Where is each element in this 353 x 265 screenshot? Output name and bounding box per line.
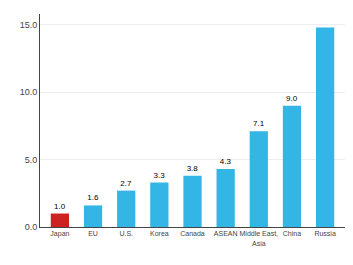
svg-text:7.1: 7.1 (253, 119, 265, 128)
svg-text:2.7: 2.7 (120, 179, 132, 188)
svg-text:0.0: 0.0 (25, 222, 38, 232)
svg-text:Canada: Canada (180, 230, 205, 237)
svg-text:Russia: Russia (314, 230, 336, 237)
svg-text:EU: EU (88, 230, 98, 237)
svg-text:5.0: 5.0 (25, 155, 38, 165)
svg-text:Korea: Korea (150, 230, 169, 237)
svg-text:Middle East,Asia: Middle East,Asia (240, 230, 279, 246)
svg-text:9.0: 9.0 (286, 94, 298, 103)
svg-text:1.0: 1.0 (54, 202, 66, 211)
svg-text:Japan: Japan (50, 230, 69, 238)
svg-text:3.8: 3.8 (187, 164, 199, 173)
svg-text:China: China (283, 230, 301, 237)
svg-text:3.3: 3.3 (154, 171, 166, 180)
svg-text:10.0: 10.0 (20, 87, 38, 97)
svg-text:15.0: 15.0 (20, 20, 38, 30)
svg-text:4.3: 4.3 (220, 157, 232, 166)
svg-text:U.S.: U.S. (119, 230, 133, 237)
svg-text:ASEAN: ASEAN (214, 230, 238, 237)
svg-text:1.6: 1.6 (87, 193, 99, 202)
